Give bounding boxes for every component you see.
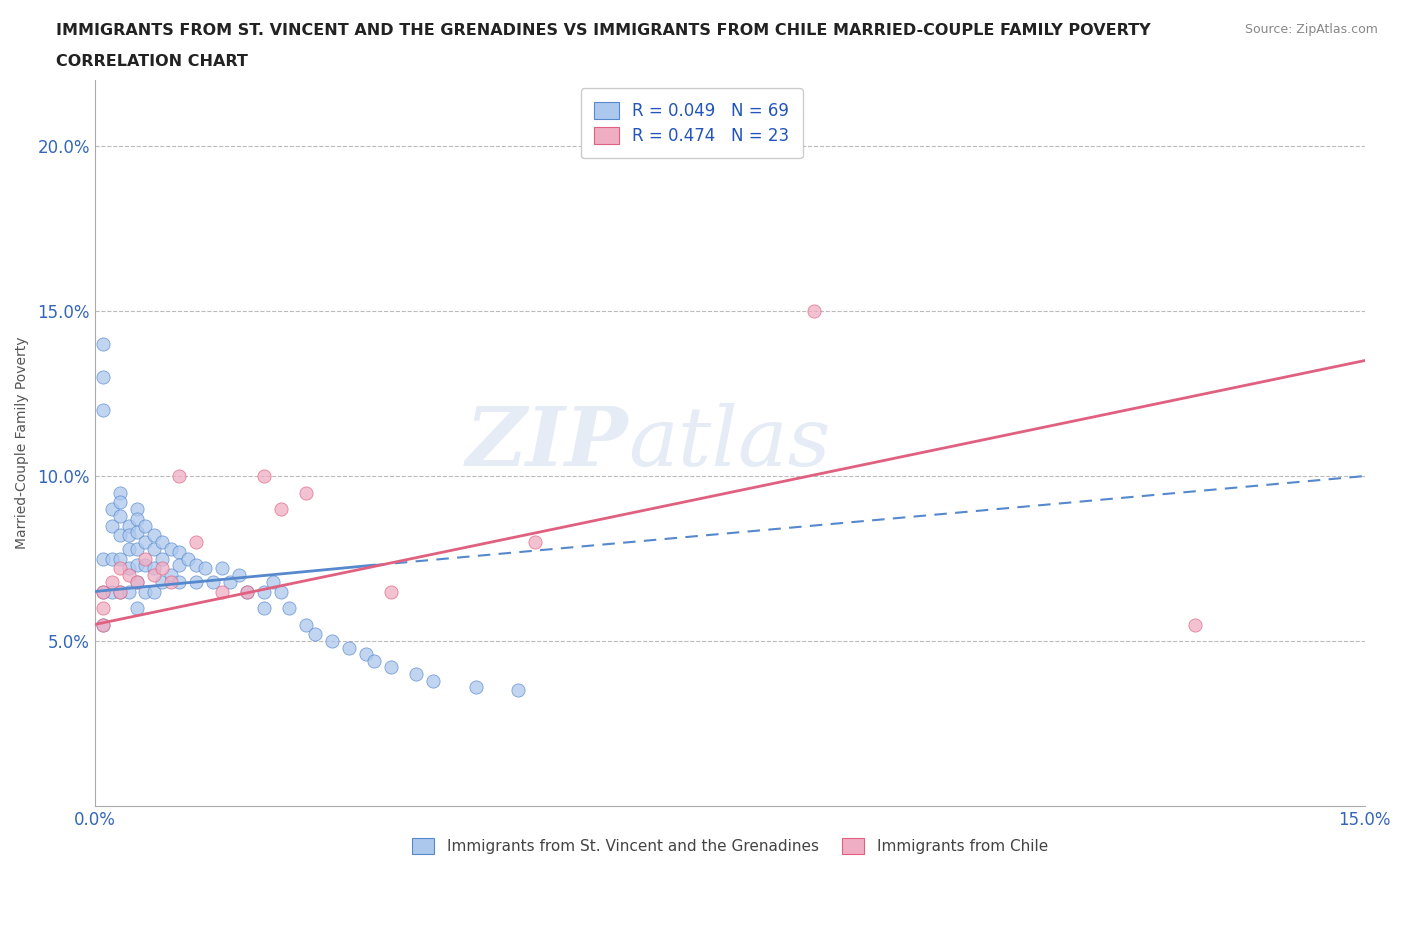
- Point: [125, 501, 148, 516]
- Point: [125, 574, 148, 589]
- Point: [354, 646, 377, 661]
- Point: [219, 574, 242, 589]
- Point: [321, 633, 343, 648]
- Point: [228, 567, 250, 582]
- Point: [270, 584, 292, 599]
- Point: [169, 574, 191, 589]
- Point: [169, 544, 191, 559]
- Point: [160, 574, 183, 589]
- Point: [125, 541, 148, 556]
- Point: [134, 551, 156, 566]
- Point: [108, 551, 131, 566]
- Point: [262, 574, 284, 589]
- Point: [108, 485, 131, 500]
- Point: [117, 541, 139, 556]
- Point: [143, 541, 166, 556]
- Point: [125, 558, 148, 573]
- Point: [117, 528, 139, 543]
- Point: [152, 574, 174, 589]
- Point: [134, 518, 156, 533]
- Point: [108, 584, 131, 599]
- Text: ZIP: ZIP: [465, 403, 628, 483]
- Text: CORRELATION CHART: CORRELATION CHART: [56, 54, 247, 69]
- Point: [194, 561, 217, 576]
- Point: [91, 584, 114, 599]
- Point: [405, 667, 427, 682]
- Point: [337, 640, 360, 655]
- Point: [143, 567, 166, 582]
- Point: [125, 574, 148, 589]
- Point: [108, 561, 131, 576]
- Point: [100, 551, 122, 566]
- Point: [91, 337, 114, 352]
- Point: [236, 584, 259, 599]
- Point: [134, 558, 156, 573]
- Point: [186, 535, 208, 550]
- Text: Source: ZipAtlas.com: Source: ZipAtlas.com: [1244, 23, 1378, 36]
- Point: [91, 369, 114, 384]
- Point: [295, 618, 318, 632]
- Point: [117, 518, 139, 533]
- Point: [117, 561, 139, 576]
- Point: [125, 601, 148, 616]
- Point: [253, 469, 276, 484]
- Y-axis label: Married-Couple Family Poverty: Married-Couple Family Poverty: [15, 337, 30, 550]
- Point: [117, 567, 139, 582]
- Point: [134, 535, 156, 550]
- Text: IMMIGRANTS FROM ST. VINCENT AND THE GRENADINES VS IMMIGRANTS FROM CHILE MARRIED-: IMMIGRANTS FROM ST. VINCENT AND THE GREN…: [56, 23, 1152, 38]
- Point: [143, 528, 166, 543]
- Point: [100, 584, 122, 599]
- Point: [202, 574, 225, 589]
- Point: [186, 558, 208, 573]
- Point: [117, 584, 139, 599]
- Point: [380, 660, 402, 675]
- Point: [125, 525, 148, 539]
- Point: [152, 551, 174, 566]
- Point: [134, 584, 156, 599]
- Point: [108, 584, 131, 599]
- Point: [295, 485, 318, 500]
- Text: atlas: atlas: [628, 403, 831, 483]
- Point: [91, 551, 114, 566]
- Point: [211, 584, 233, 599]
- Point: [186, 574, 208, 589]
- Point: [1184, 618, 1206, 632]
- Point: [108, 508, 131, 523]
- Point: [506, 683, 529, 698]
- Point: [278, 601, 301, 616]
- Point: [108, 528, 131, 543]
- Point: [270, 501, 292, 516]
- Point: [253, 584, 276, 599]
- Point: [177, 551, 200, 566]
- Point: [523, 535, 546, 550]
- Point: [152, 535, 174, 550]
- Point: [160, 541, 183, 556]
- Point: [464, 680, 486, 695]
- Point: [100, 518, 122, 533]
- Point: [169, 469, 191, 484]
- Point: [91, 618, 114, 632]
- Point: [91, 403, 114, 418]
- Point: [91, 584, 114, 599]
- Point: [143, 584, 166, 599]
- Point: [803, 303, 825, 318]
- Point: [236, 584, 259, 599]
- Point: [304, 627, 326, 642]
- Point: [125, 512, 148, 526]
- Point: [91, 601, 114, 616]
- Point: [160, 567, 183, 582]
- Point: [91, 618, 114, 632]
- Point: [211, 561, 233, 576]
- Point: [380, 584, 402, 599]
- Point: [108, 495, 131, 510]
- Point: [363, 654, 385, 669]
- Point: [143, 561, 166, 576]
- Point: [422, 673, 444, 688]
- Point: [169, 558, 191, 573]
- Point: [100, 574, 122, 589]
- Point: [100, 501, 122, 516]
- Point: [152, 561, 174, 576]
- Legend: Immigrants from St. Vincent and the Grenadines, Immigrants from Chile: Immigrants from St. Vincent and the Gren…: [405, 831, 1054, 860]
- Point: [253, 601, 276, 616]
